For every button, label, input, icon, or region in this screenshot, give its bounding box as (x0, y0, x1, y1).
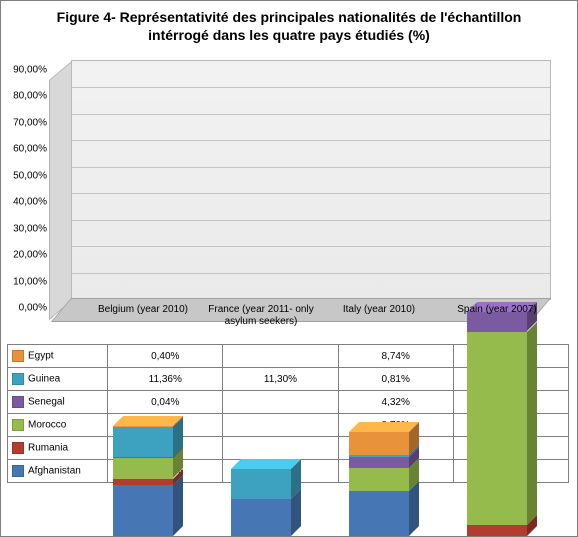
bar-segment (349, 468, 409, 491)
series-label-cell: Egypt (8, 345, 108, 368)
series-label: Guinea (28, 374, 60, 385)
y-axis-label: 30,00% (7, 223, 47, 234)
legend-swatch (12, 419, 24, 431)
legend-swatch (12, 465, 24, 477)
y-axis-label: 80,00% (7, 91, 47, 102)
bar-top-face (349, 422, 419, 432)
chart-area: 0,00% 10,00% 20,00% 30,00% 40,00% 50,00% 60,00… (7, 52, 571, 342)
y-axis-label: 20,00% (7, 250, 47, 261)
bar-top-face (231, 459, 301, 469)
table-cell: 8,74% (338, 345, 453, 368)
legend-swatch (12, 442, 24, 454)
series-label: Rumania (28, 443, 68, 454)
bars-layer (71, 60, 549, 298)
legend-swatch (12, 396, 24, 408)
y-axis-label: 0,00% (7, 303, 47, 314)
bar-top-face (113, 416, 183, 426)
series-label: Senegal (28, 397, 65, 408)
y-axis-label: 60,00% (7, 144, 47, 155)
table-cell (223, 391, 338, 414)
table-cell (223, 345, 338, 368)
y-axis-label: 50,00% (7, 170, 47, 181)
bar-segment-side (527, 322, 537, 525)
bar-segment (349, 455, 409, 457)
bar-segment-side (173, 475, 183, 536)
bar-segment (113, 457, 173, 478)
series-label-cell: Senegal (8, 391, 108, 414)
chart-title: Figure 4- Représentativité des principal… (1, 1, 577, 48)
legend-swatch (12, 373, 24, 385)
table-cell: 0,04% (108, 391, 223, 414)
y-axis-label: 70,00% (7, 117, 47, 128)
y-axis-label: 40,00% (7, 197, 47, 208)
table-cell: 4,32% (338, 391, 453, 414)
bar-segment (349, 457, 409, 468)
x-axis-label: Spain (year 2007) (442, 304, 552, 316)
table-cell: 11,30% (223, 368, 338, 391)
series-label-cell: Afghanistan (8, 460, 108, 483)
bar-segment (113, 426, 173, 427)
series-label: Afghanistan (28, 466, 81, 477)
plot-side-wall (49, 60, 73, 320)
table-cell: 11,36% (108, 368, 223, 391)
y-axis-label: 90,00% (7, 65, 47, 76)
series-label-cell: Morocco (8, 414, 108, 437)
series-label-cell: Rumania (8, 437, 108, 460)
bar-segment (231, 499, 291, 536)
table-cell: 0,40% (108, 345, 223, 368)
bar-segment (113, 427, 173, 457)
bar-segment-side (409, 481, 419, 536)
table-cell (223, 414, 338, 437)
bar-segment (349, 491, 409, 536)
table-cell: 0,81% (338, 368, 453, 391)
legend-swatch (12, 350, 24, 362)
series-label: Egypt (28, 351, 54, 362)
bar-segment (467, 525, 527, 536)
y-axis-label: 10,00% (7, 276, 47, 287)
x-axis-label: Italy (year 2010) (324, 304, 434, 316)
series-label: Morocco (28, 420, 66, 431)
bar-segment (113, 485, 173, 536)
bar-segment (349, 432, 409, 455)
bar-segment (231, 469, 291, 499)
bar-segment (113, 479, 173, 485)
x-axis-label: Belgium (year 2010) (88, 304, 198, 316)
table-cell (223, 437, 338, 460)
series-label-cell: Guinea (8, 368, 108, 391)
x-axis-label: France (year 2011- only asylum seekers) (206, 304, 316, 327)
bar-segment (467, 332, 527, 525)
